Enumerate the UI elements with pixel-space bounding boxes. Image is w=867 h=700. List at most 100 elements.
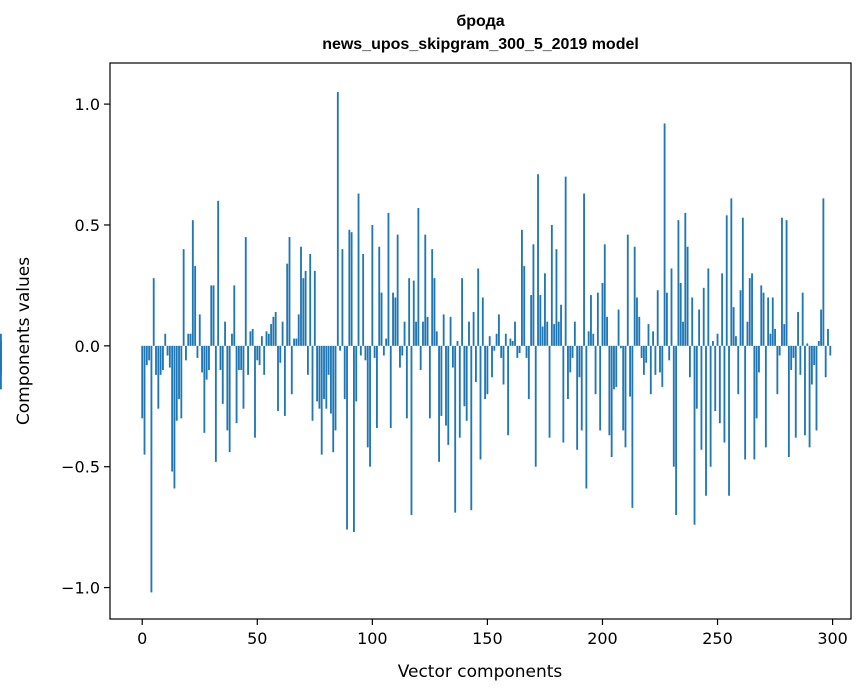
bar: [753, 345, 756, 460]
bar: [265, 331, 268, 346]
bar: [325, 345, 328, 409]
bar: [272, 316, 275, 346]
bar: [583, 193, 585, 346]
bar: [173, 345, 176, 489]
bar: [283, 345, 286, 416]
bar: [474, 345, 477, 383]
bar: [201, 345, 203, 373]
bar: [534, 345, 537, 467]
bar: [164, 333, 167, 346]
bar: [293, 338, 296, 346]
bar: [514, 321, 516, 346]
bar: [550, 224, 553, 346]
bar: [290, 345, 293, 395]
bar: [790, 345, 793, 370]
bar: [364, 345, 367, 361]
bar: [479, 345, 482, 460]
bar: [219, 345, 222, 370]
bar: [783, 324, 786, 346]
bar: [705, 345, 707, 496]
bar: [187, 333, 190, 346]
bar: [332, 345, 335, 453]
bar: [695, 345, 698, 409]
bar: [686, 246, 689, 346]
bar: [599, 345, 602, 431]
bar: [746, 321, 749, 346]
bar: [504, 333, 507, 346]
bar-series: [0, 92, 832, 593]
bar: [412, 280, 415, 346]
bar: [185, 345, 187, 361]
bar: [638, 316, 641, 346]
y-tick-label: 1.0: [75, 95, 100, 114]
bar: [548, 345, 551, 438]
x-axis-label: Vector components: [398, 662, 563, 682]
bar: [560, 304, 562, 346]
bar: [590, 295, 592, 346]
bar: [359, 345, 362, 356]
bar: [387, 212, 390, 346]
y-tick-label: 0.5: [75, 216, 100, 235]
bar: [431, 249, 434, 346]
bar: [495, 333, 498, 346]
bar: [712, 341, 714, 346]
bar: [205, 345, 208, 380]
bar: [309, 253, 312, 346]
bar: [191, 220, 194, 346]
bar: [260, 336, 263, 346]
bar: [320, 345, 323, 455]
bar: [392, 292, 394, 346]
bar: [394, 297, 397, 346]
bar: [502, 345, 505, 385]
bar: [447, 345, 450, 445]
bar: [405, 345, 408, 419]
bar: [817, 341, 820, 346]
bar: [539, 295, 542, 346]
bar: [251, 328, 254, 346]
bar: [799, 345, 802, 375]
bar: [771, 297, 774, 346]
bar: [580, 345, 583, 431]
bar: [622, 345, 625, 431]
bar: [647, 324, 650, 346]
bar: [244, 237, 247, 346]
bar: [723, 345, 726, 443]
bar: [661, 345, 664, 387]
bar: [279, 345, 282, 363]
bar: [288, 237, 291, 346]
bar: [636, 297, 638, 346]
bar: [767, 297, 770, 346]
x-tick-label: 300: [817, 629, 848, 648]
bar: [541, 326, 544, 346]
bar: [684, 212, 687, 346]
bar: [656, 290, 659, 346]
bar: [417, 208, 420, 346]
bar: [263, 345, 266, 375]
chart-title-line-1: брода: [456, 13, 505, 30]
bar: [794, 345, 797, 438]
bar: [401, 345, 404, 356]
bar: [700, 345, 703, 450]
bar: [341, 249, 344, 346]
bar: [707, 268, 710, 346]
bar: [155, 345, 157, 375]
bar: [348, 229, 351, 346]
bar: [0, 341, 2, 346]
bar: [709, 345, 712, 467]
bar: [564, 176, 567, 346]
bar: [718, 345, 721, 424]
bar: [240, 345, 243, 370]
x-tick-label: 150: [472, 629, 503, 648]
y-tick-label: 0.0: [75, 337, 100, 356]
bar: [456, 341, 459, 346]
y-axis-label: Components values: [14, 257, 34, 425]
bar: [150, 345, 153, 593]
bar: [346, 345, 348, 530]
bar: [721, 273, 724, 346]
bar: [491, 345, 493, 378]
bar: [435, 331, 438, 346]
bar: [815, 345, 818, 431]
bar: [428, 345, 431, 419]
